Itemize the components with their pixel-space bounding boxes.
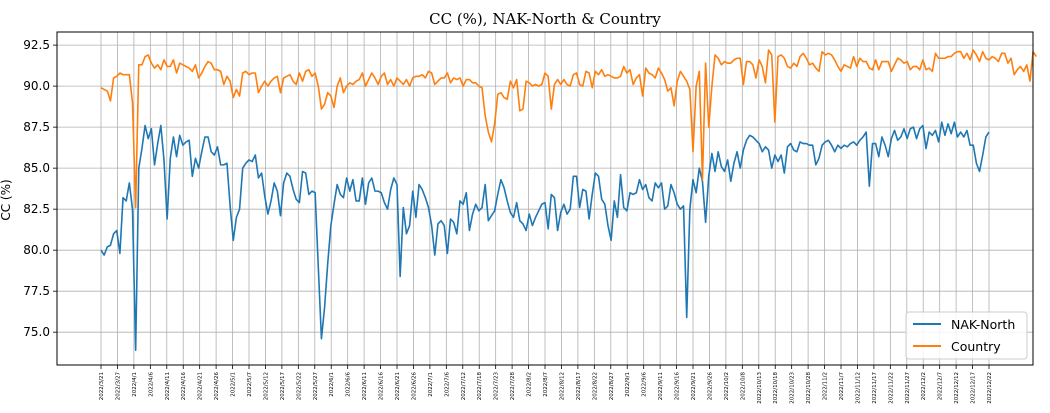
x-tick-label: 2022/12/17 [971, 372, 977, 404]
x-tick-label: 2022/5/27 [313, 372, 319, 401]
x-tick-label: 2022/11/7 [839, 372, 845, 401]
x-tick-label: 2022/12/12 [954, 372, 960, 404]
x-tick-label: 2022/6/11 [362, 372, 368, 400]
x-tick-label: 2022/9/11 [658, 372, 664, 400]
x-tick-label: 2022/10/18 [773, 372, 779, 404]
x-tick-label: 2022/6/1 [329, 372, 335, 397]
x-tick-label: 2022/10/2 [724, 372, 730, 400]
x-tick-label: 2022/8/12 [559, 372, 565, 400]
x-tick-label: 2022/8/7 [543, 372, 549, 397]
legend-label-country: Country [951, 339, 1001, 354]
x-tick-label: 2022/7/23 [494, 372, 500, 401]
x-tick-label: 2022/9/1 [625, 372, 631, 397]
series-line-nak-north [100, 121, 990, 352]
x-tick-label: 2022/6/26 [411, 372, 417, 401]
legend-label-nak-north: NAK-North [951, 317, 1015, 332]
x-tick-label: 2022/10/13 [757, 372, 763, 404]
y-tick-label: 90.0 [23, 79, 50, 93]
x-tick-label: 2022/4/11 [165, 372, 171, 400]
x-tick-label: 2022/5/22 [296, 372, 302, 400]
x-tick-label: 2022/4/16 [181, 372, 187, 401]
x-tick-label: 2022/5/17 [280, 372, 286, 401]
x-tick-label: 2022/11/2 [823, 372, 829, 400]
x-tick-label: 2022/7/6 [444, 372, 450, 397]
series-line-country [100, 49, 1037, 209]
series-lines [100, 49, 1037, 352]
x-tick-label: 2022/6/16 [379, 372, 385, 401]
x-tick-label: 2022/7/1 [428, 372, 434, 397]
y-tick-label: 82.5 [23, 202, 50, 216]
x-tick-label: 2022/11/22 [888, 372, 894, 404]
x-tick-label: 2022/3/21 [99, 372, 105, 400]
x-tick-label: 2022/12/22 [987, 372, 993, 404]
x-tick-label: 2022/8/27 [609, 372, 615, 401]
y-tick-label: 80.0 [23, 243, 50, 257]
x-tick-label: 2022/5/12 [263, 372, 269, 400]
x-tick-label: 2022/4/26 [214, 372, 220, 401]
x-tick-label: 2022/8/22 [592, 372, 598, 400]
x-tick-label: 2022/7/18 [477, 372, 483, 401]
x-tick-label: 2022/7/28 [510, 372, 516, 401]
x-tick-label: 2022/7/12 [461, 372, 467, 400]
y-axis-label: CC (%) [0, 179, 13, 220]
x-tick-label: 2022/9/21 [691, 372, 697, 400]
x-tick-label: 2022/6/21 [395, 372, 401, 400]
legend: NAK-North Country [905, 311, 1028, 360]
x-tick-label: 2022/4/21 [198, 372, 204, 400]
chart-title: CC (%), NAK-North & Country [429, 10, 661, 28]
y-tick-label: 85.0 [23, 161, 50, 175]
x-tick-label: 2022/11/12 [855, 372, 861, 404]
x-tick-label: 2022/11/27 [905, 372, 911, 404]
y-tick-label: 75.0 [23, 325, 50, 339]
y-tick-label: 92.5 [23, 38, 50, 52]
x-tick-label: 2022/12/2 [921, 372, 927, 400]
x-tick-label: 2022/4/6 [148, 372, 154, 397]
x-tick-label: 2022/9/16 [675, 372, 681, 401]
x-tick-label: 2022/8/17 [576, 372, 582, 401]
x-tick-label: 2022/6/6 [346, 372, 352, 397]
x-tick-label: 2022/5/7 [247, 372, 253, 397]
y-tick-label: 77.5 [23, 284, 50, 298]
x-tick-label: 2022/10/8 [740, 372, 746, 401]
y-axis: 75.0 77.5 80.0 82.5 85.0 87.5 90.0 92.5 [23, 38, 57, 339]
x-tick-label: 2022/9/26 [707, 372, 713, 401]
x-tick-label: 2022/10/23 [790, 372, 796, 404]
x-tick-label: 2022/5/1 [231, 372, 237, 397]
x-tick-label: 2022/3/27 [115, 372, 121, 401]
x-tick-label: 2022/11/17 [872, 372, 878, 404]
x-tick-label: 2022/12/7 [938, 372, 944, 401]
x-tick-label: 2022/9/6 [642, 372, 648, 397]
x-tick-label: 2022/10/28 [806, 372, 812, 404]
x-tick-label: 2022/8/2 [527, 372, 533, 397]
x-tick-label: 2022/4/1 [132, 372, 138, 397]
x-axis: 2022/3/21 2022/3/27 2022/4/1 2022/4/6 2022/4… [99, 365, 993, 404]
y-tick-label: 87.5 [23, 120, 50, 134]
